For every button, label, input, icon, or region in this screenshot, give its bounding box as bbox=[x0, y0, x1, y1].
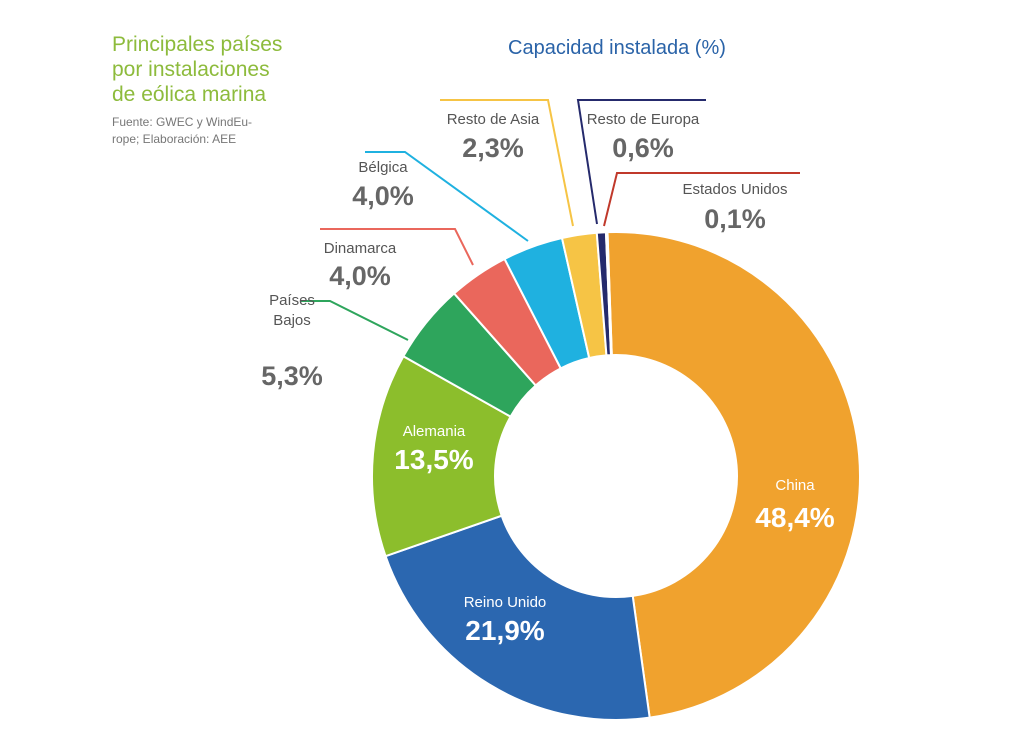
label-dinamarca: Dinamarca bbox=[324, 240, 397, 257]
value-label-resto-de-europa: 0,6% bbox=[612, 133, 674, 163]
leader-line-resto-de-asia bbox=[440, 99, 574, 227]
value-label-reino-unido: 21,9% bbox=[465, 615, 544, 646]
value-label-dinamarca: 4,0% bbox=[329, 261, 391, 291]
slice-china bbox=[606, 231, 861, 719]
value-label-belgica: 4,0% bbox=[352, 181, 414, 211]
label-alemania: Alemania bbox=[403, 423, 466, 440]
label-reino-unido: Reino Unido bbox=[464, 594, 547, 611]
chart-title: Capacidad instalada (%) bbox=[508, 37, 726, 59]
label-paises-bajos: Bajos bbox=[273, 312, 311, 329]
slice-estados-unidos bbox=[604, 231, 613, 357]
label-belgica: Bélgica bbox=[358, 159, 408, 176]
leader-line-belgica bbox=[365, 151, 529, 242]
value-label-paises-bajos: 5,3% bbox=[261, 361, 323, 391]
slice-reino-unido bbox=[384, 514, 651, 721]
chart-heading-line-3: de eólica marina bbox=[112, 83, 266, 106]
value-label-resto-de-asia: 2,3% bbox=[462, 133, 524, 163]
chart-heading-line-2: por instalaciones bbox=[112, 58, 270, 81]
label-paises-bajos: Países bbox=[269, 292, 315, 309]
source-line-2: rope; Elaboración: AEE bbox=[112, 132, 236, 146]
value-label-estados-unidos: 0,1% bbox=[704, 204, 766, 234]
leader-line-paises-bajos bbox=[300, 300, 409, 341]
label-resto-de-europa: Resto de Europa bbox=[587, 111, 700, 128]
chart-heading-line-1: Principales países bbox=[112, 33, 282, 56]
label-china: China bbox=[775, 477, 815, 494]
label-estados-unidos: Estados Unidos bbox=[682, 181, 787, 198]
label-resto-de-asia: Resto de Asia bbox=[447, 111, 540, 128]
leader-line-estados-unidos bbox=[603, 172, 800, 227]
value-label-china: 48,4% bbox=[755, 502, 834, 533]
value-label-alemania: 13,5% bbox=[394, 444, 473, 475]
leader-line-resto-de-europa bbox=[576, 99, 706, 225]
source-line-1: Fuente: GWEC y WindEu- bbox=[112, 115, 252, 129]
leader-line-dinamarca bbox=[320, 228, 474, 266]
